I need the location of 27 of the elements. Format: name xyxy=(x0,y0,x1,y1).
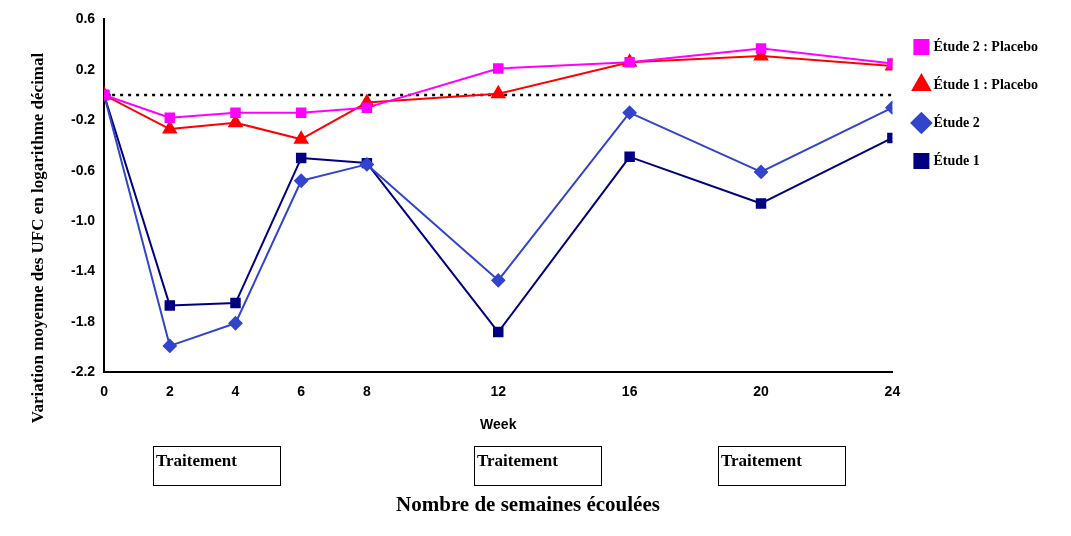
x-tick-label: 24 xyxy=(884,382,901,399)
y-tick-label: 0.6 xyxy=(75,10,96,27)
legend-label: Étude 2 xyxy=(933,113,980,130)
text: Traitement xyxy=(474,446,602,486)
y-tick-label: -0.2 xyxy=(71,111,96,128)
text: Traitement xyxy=(153,446,281,486)
y-axis-title: Variation moyenne des UFC en logarithme décimal xyxy=(27,51,48,426)
x-tick-label: 20 xyxy=(753,382,770,399)
x-tick-label: 16 xyxy=(621,382,638,399)
text: Traitement xyxy=(718,446,846,486)
x-axis-title: Week xyxy=(480,416,517,433)
x-tick-label: 12 xyxy=(490,382,507,399)
x-tick-label: 8 xyxy=(362,382,371,399)
text: Nombre de semaines écoulées xyxy=(395,492,661,517)
legend-label: Étude 2 : Placebo xyxy=(933,37,1039,54)
y-tick-label: -1.0 xyxy=(71,211,96,228)
x-tick-label: 6 xyxy=(297,382,306,399)
legend-label: Étude 1 : Placebo xyxy=(933,75,1039,92)
x-tick-label: 2 xyxy=(165,382,174,399)
legend-label: Étude 1 xyxy=(933,151,980,168)
x-tick-label: 0 xyxy=(100,382,109,399)
y-tick-label: -1.4 xyxy=(71,262,96,279)
y-tick-label: 0.2 xyxy=(75,60,96,77)
x-tick-label: 4 xyxy=(231,382,240,399)
y-tick-label: -2.2 xyxy=(71,363,96,380)
y-tick-label: -0.6 xyxy=(71,161,96,178)
y-tick-label: -1.8 xyxy=(71,312,96,329)
